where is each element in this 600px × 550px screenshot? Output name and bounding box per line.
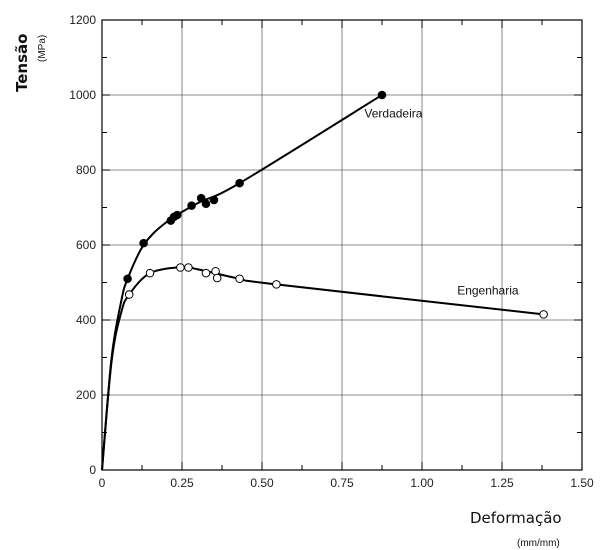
grid-lines xyxy=(102,20,582,470)
data-point-verdadeira xyxy=(139,238,148,248)
data-point-engenharia xyxy=(201,268,211,278)
series-line-verdadeira xyxy=(101,94,383,471)
data-point-verdadeira xyxy=(196,193,206,203)
data-point-engenharia xyxy=(272,280,281,289)
y-axis-tick-labels: 0 200 400 600 800 1000 1200 xyxy=(69,13,96,477)
y-tick-label: 1000 xyxy=(69,88,96,102)
series-curves xyxy=(101,94,544,471)
data-point-engenharia xyxy=(145,268,155,278)
x-tick-label: 1.00 xyxy=(410,476,434,490)
x-axis-unit-label: (mm/mm) xyxy=(517,538,560,549)
y-axis-label: Tensão xyxy=(13,34,31,92)
series-label-engenharia: Engenharia xyxy=(457,284,519,298)
x-axis-tick-labels: 0 0.25 0.50 0.75 1.00 1.25 1.50 xyxy=(99,476,594,490)
y-tick-label: 200 xyxy=(76,388,96,402)
x-tick-label: 1.25 xyxy=(490,476,514,490)
y-axis-unit-label: (MPa) xyxy=(37,35,48,62)
x-axis-label: Deformação xyxy=(470,509,562,527)
data-point-engenharia xyxy=(235,274,244,284)
data-point-engenharia xyxy=(176,263,185,272)
x-tick-label: 0.75 xyxy=(330,476,354,490)
data-point-verdadeira xyxy=(123,274,132,284)
series-label-verdadeira: Verdadeira xyxy=(364,107,422,121)
data-point-engenharia xyxy=(124,290,134,299)
x-tick-label: 0.50 xyxy=(250,476,274,490)
data-point-verdadeira xyxy=(201,199,211,209)
x-tick-label: 0 xyxy=(99,476,106,490)
y-tick-label: 0 xyxy=(89,463,96,477)
x-tick-label: 0.25 xyxy=(170,476,194,490)
data-point-engenharia xyxy=(539,310,548,319)
data-point-verdadeira xyxy=(377,90,387,100)
y-tick-label: 400 xyxy=(76,313,96,327)
y-tick-label: 600 xyxy=(76,238,96,252)
data-point-verdadeira xyxy=(235,178,244,188)
y-tick-label: 1200 xyxy=(69,13,96,27)
y-tick-label: 800 xyxy=(76,163,96,177)
series-labels: Verdadeira Engenharia xyxy=(364,107,519,298)
series-markers xyxy=(123,90,548,319)
axis-ticks xyxy=(101,19,583,471)
x-tick-label: 1.50 xyxy=(570,476,594,490)
data-point-engenharia xyxy=(184,263,193,272)
data-point-verdadeira xyxy=(172,210,182,220)
data-point-verdadeira xyxy=(209,195,219,205)
data-point-verdadeira xyxy=(187,201,196,210)
data-point-engenharia xyxy=(212,273,222,283)
